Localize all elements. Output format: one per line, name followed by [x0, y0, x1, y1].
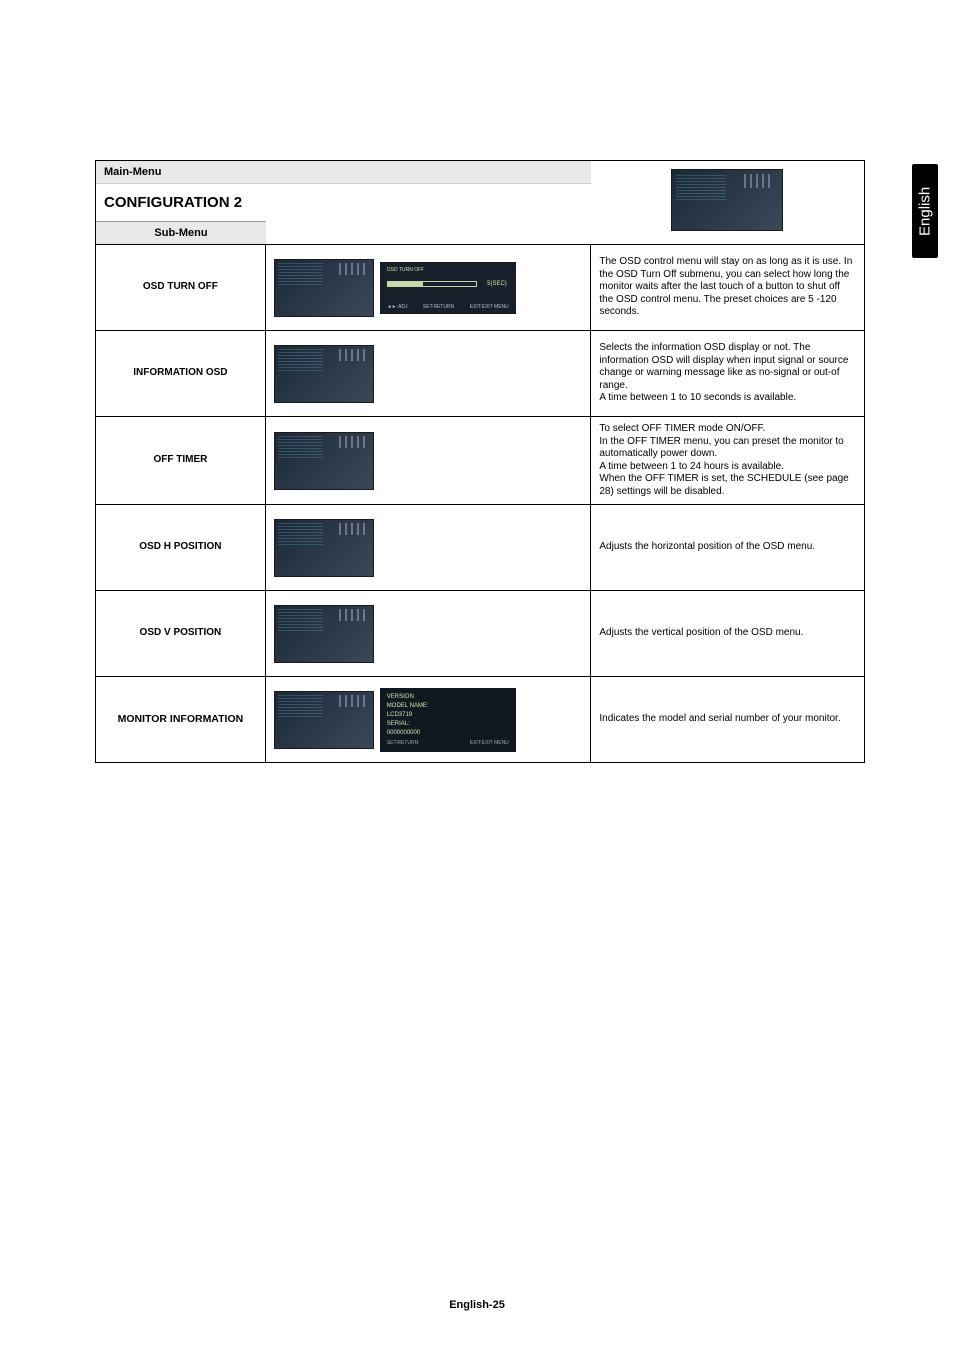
osd-thumbnail — [274, 691, 374, 749]
row-description: Indicates the model and serial number of… — [591, 677, 865, 763]
table-row: INFORMATION OSD Selects the information O… — [96, 331, 865, 417]
table-row: OFF TIMER To select OFF TIMER mode ON/OFF… — [96, 417, 865, 505]
osd-info-line: MODEL NAME: — [387, 702, 509, 711]
language-tab: English — [912, 164, 938, 258]
osd-thumbnail — [274, 345, 374, 403]
table-row: OSD TURN OFF OSD TURN OFF 5(SEC) ◄►:ADJ SET:… — [96, 245, 865, 331]
table-row: MONITOR INFORMATION VERSIONMODEL NAME:LCD… — [96, 677, 865, 763]
row-description: Adjusts the horizontal position of the O… — [591, 505, 865, 591]
osd-thumbnail — [274, 259, 374, 317]
osd-foot-mid: SET:RETURN — [423, 304, 454, 310]
main-content: Main-Menu CONFIGURATION 2 Sub-Menu OSD T… — [95, 160, 865, 763]
header-osd-thumbnail — [671, 169, 783, 231]
row-description: The OSD control menu will stay on as lon… — [591, 245, 865, 331]
row-images — [265, 417, 591, 505]
osd-thumbnail — [274, 605, 374, 663]
osd-submenu-thumbnail: OSD TURN OFF 5(SEC) ◄►:ADJ SET:RETURN EXIT:E… — [380, 262, 516, 314]
row-description: To select OFF TIMER mode ON/OFF.In the O… — [591, 417, 865, 505]
osd-info-line: 0000000000 — [387, 729, 509, 738]
table-row: OSD H POSITION Adjusts the horizontal pos… — [96, 505, 865, 591]
table-row: OSD V POSITION Adjusts the vertical posit… — [96, 591, 865, 677]
row-images — [265, 591, 591, 677]
osd-sub-title: OSD TURN OFF — [387, 267, 509, 273]
row-label: INFORMATION OSD — [96, 331, 266, 417]
row-label: OSD V POSITION — [96, 591, 266, 677]
row-label: OFF TIMER — [96, 417, 266, 505]
row-description: Selects the information OSD display or n… — [591, 331, 865, 417]
osd-foot-left: ◄►:ADJ — [387, 304, 408, 310]
page-footer: English-25 — [0, 1299, 954, 1311]
row-label: OSD H POSITION — [96, 505, 266, 591]
row-images: VERSIONMODEL NAME:LCD3719SERIAL:00000000… — [265, 677, 591, 763]
config-title: CONFIGURATION 2 — [96, 184, 591, 221]
osd-thumbnail — [274, 519, 374, 577]
row-description: Adjusts the vertical position of the OSD… — [591, 591, 865, 677]
config-table: Main-Menu CONFIGURATION 2 Sub-Menu OSD T… — [95, 160, 865, 763]
osd-info-line: SERIAL: — [387, 720, 509, 729]
header-osd-cell — [591, 161, 865, 245]
osd-sub-bar — [387, 281, 477, 287]
osd-info-thumbnail: VERSIONMODEL NAME:LCD3719SERIAL:00000000… — [380, 688, 516, 752]
sub-menu-label: Sub-Menu — [96, 221, 266, 244]
row-label: OSD TURN OFF — [96, 245, 266, 331]
row-images: OSD TURN OFF 5(SEC) ◄►:ADJ SET:RETURN EXIT:E… — [265, 245, 591, 331]
row-images — [265, 505, 591, 591]
osd-foot-right: EXIT:EXIT MENU — [470, 740, 509, 748]
osd-info-line: LCD3719 — [387, 711, 509, 720]
osd-sub-value: 5(SEC) — [487, 281, 507, 288]
header-left-cell: Main-Menu CONFIGURATION 2 Sub-Menu — [96, 161, 591, 245]
row-images — [265, 331, 591, 417]
osd-thumbnail — [274, 432, 374, 490]
row-label: MONITOR INFORMATION — [96, 677, 266, 763]
osd-info-line: VERSION — [387, 693, 509, 702]
osd-foot-left: SET:RETURN — [387, 740, 418, 748]
main-menu-label: Main-Menu — [96, 161, 591, 184]
osd-foot-right: EXIT:EXIT MENU — [470, 304, 509, 310]
